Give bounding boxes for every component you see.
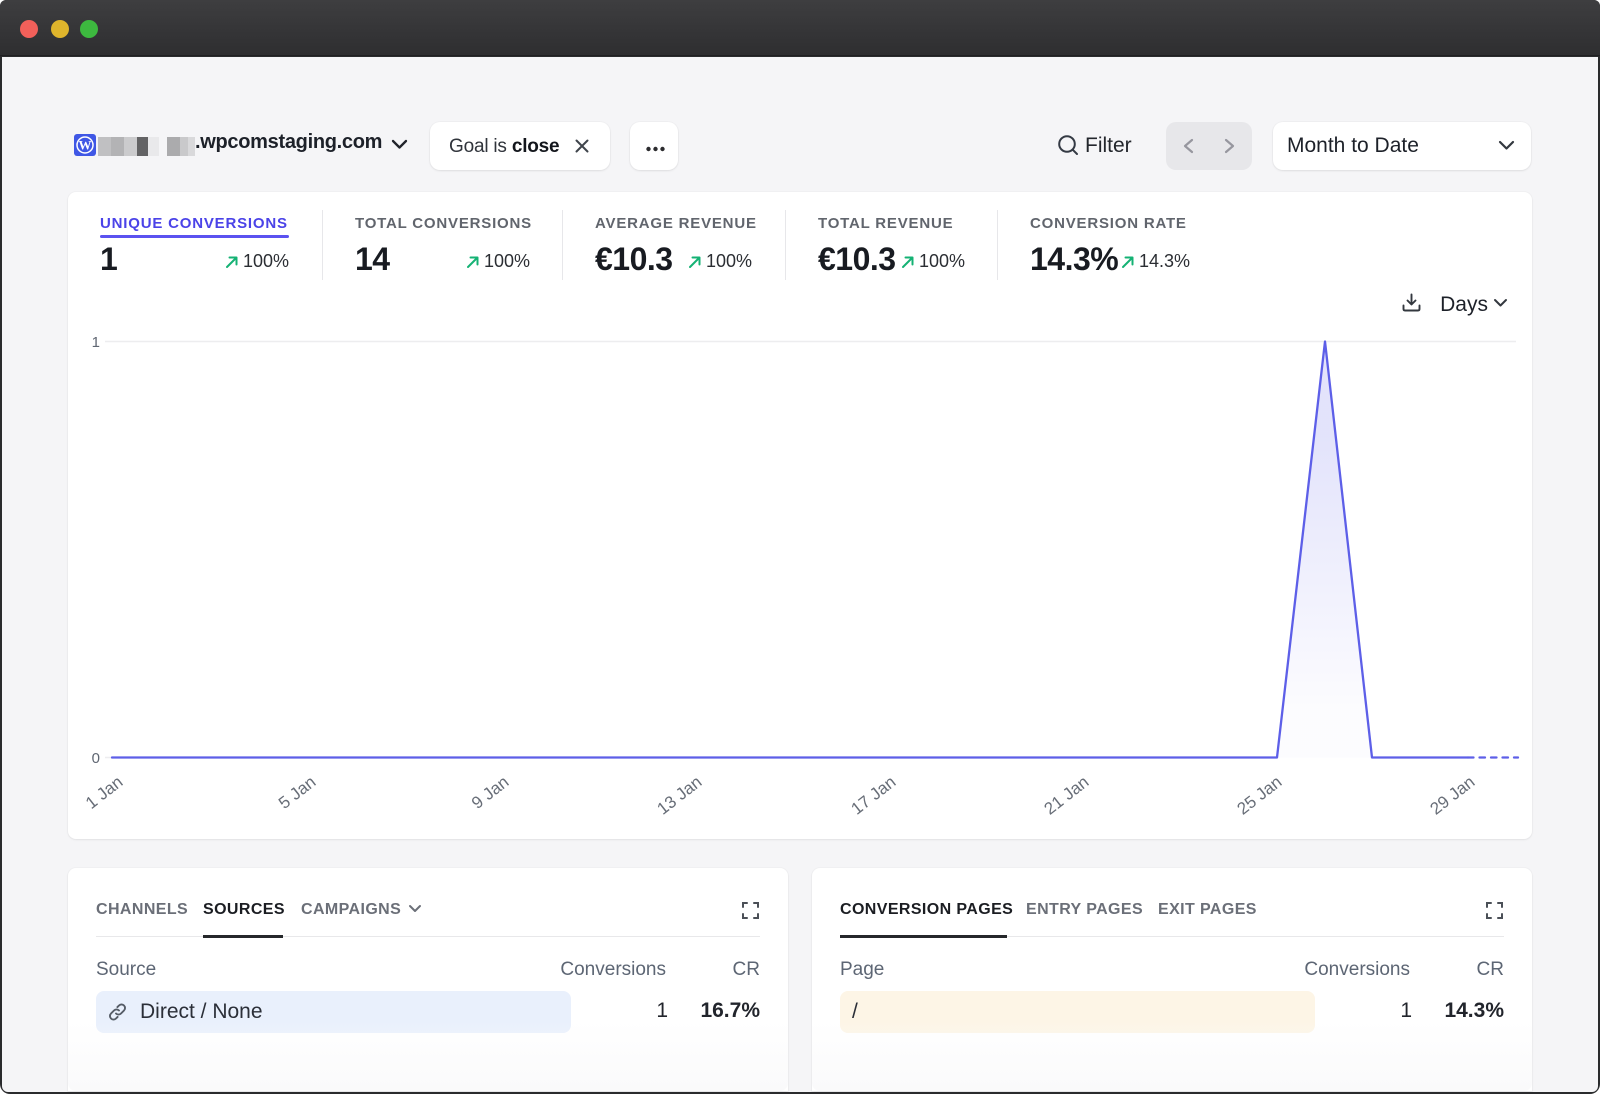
svg-text:1: 1	[92, 334, 100, 351]
svg-text:21 Jan: 21 Jan	[1041, 772, 1093, 818]
svg-text:0: 0	[92, 750, 100, 767]
svg-text:29 Jan: 29 Jan	[1427, 772, 1479, 818]
svg-text:13 Jan: 13 Jan	[654, 772, 706, 818]
svg-text:9 Jan: 9 Jan	[468, 772, 512, 813]
svg-text:W: W	[79, 137, 92, 152]
svg-text:5 Jan: 5 Jan	[275, 772, 319, 813]
svg-text:1 Jan: 1 Jan	[82, 772, 126, 813]
svg-text:25 Jan: 25 Jan	[1234, 772, 1286, 818]
svg-text:17 Jan: 17 Jan	[848, 772, 900, 818]
